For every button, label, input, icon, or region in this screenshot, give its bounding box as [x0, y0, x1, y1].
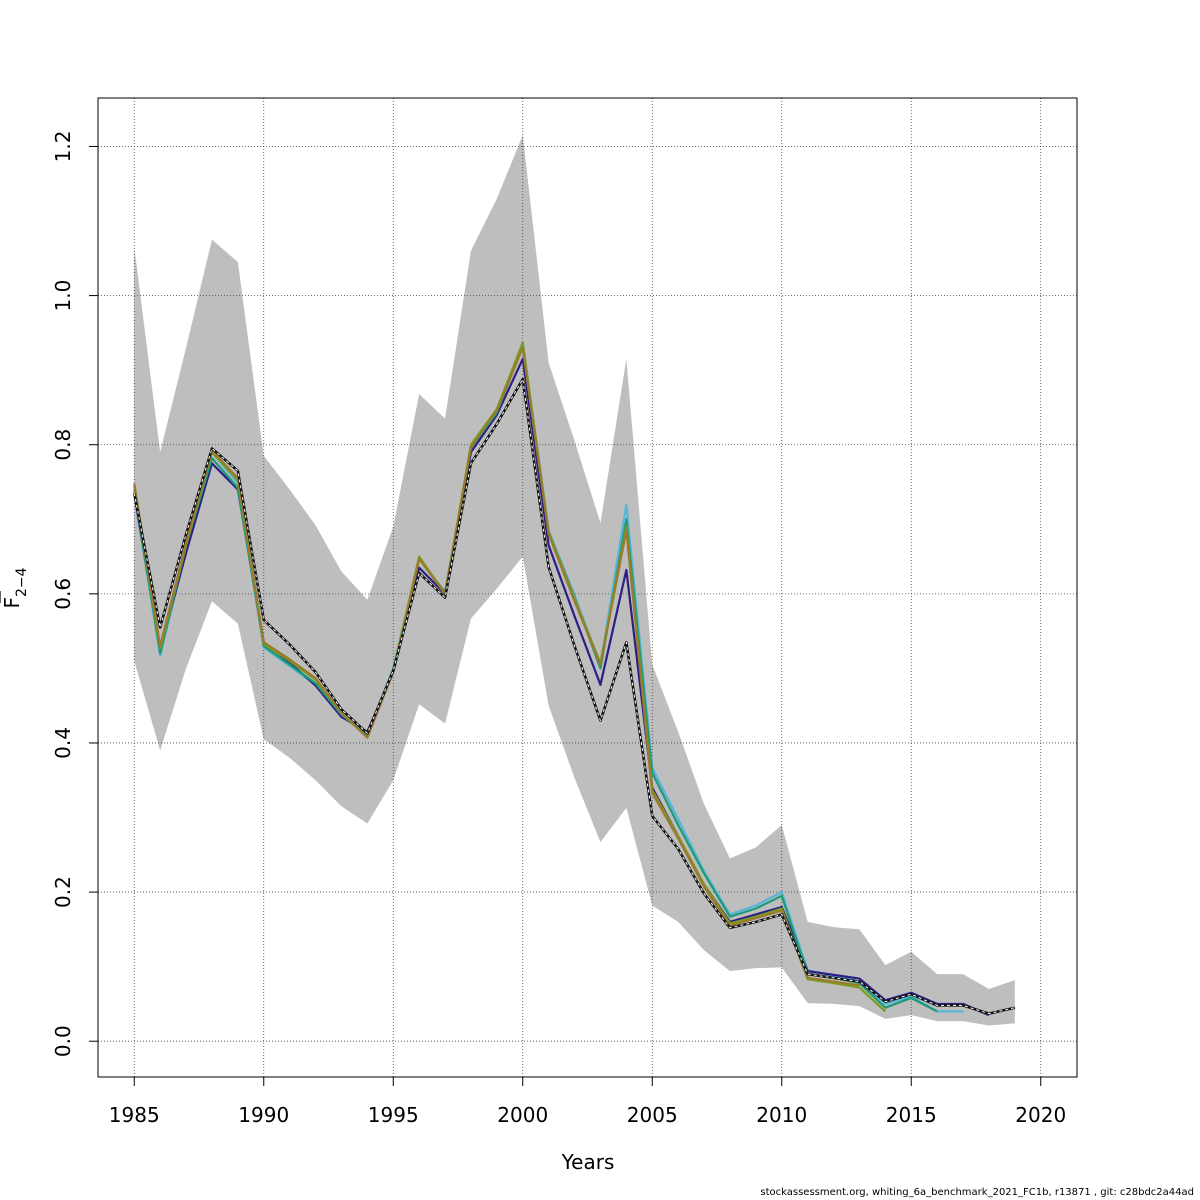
- y-axis-title-main: F: [0, 597, 24, 609]
- confidence-band-layer: [134, 135, 1015, 1026]
- y-tick-label: 0.4: [51, 727, 75, 759]
- y-tick-label: 0.0: [51, 1025, 75, 1057]
- y-tick-label: 0.8: [51, 429, 75, 461]
- x-tick-label: 2020: [1015, 1103, 1066, 1127]
- footer-caption: stockassessment.org, whiting_6a_benchmar…: [760, 1187, 1194, 1198]
- y-axis-title: F2−4: [0, 567, 30, 608]
- gridlines: [98, 98, 1077, 1077]
- y-axis: 0.0 0.2 0.4 0.6 0.8 1.0 1.2: [51, 131, 99, 1057]
- x-tick-label: 2010: [756, 1103, 807, 1127]
- x-tick-label: 1985: [109, 1103, 160, 1127]
- x-axis-title: Years: [561, 1150, 615, 1174]
- x-tick-label: 2005: [627, 1103, 678, 1127]
- x-tick-label: 1995: [368, 1103, 419, 1127]
- series-lines: [133, 341, 1016, 1017]
- x-axis: 1985 1990 1995 2000 2005 2010 2015 2020: [109, 1076, 1066, 1127]
- series-line-4: [133, 346, 860, 987]
- x-tick-label: 1990: [238, 1103, 289, 1127]
- y-tick-label: 0.6: [51, 578, 75, 610]
- x-tick-label: 2015: [886, 1103, 937, 1127]
- y-axis-title-subscript: 2−4: [14, 567, 30, 597]
- x-tick-label: 2000: [497, 1103, 548, 1127]
- y-tick-label: 1.0: [51, 280, 75, 312]
- y-tick-label: 1.2: [51, 131, 75, 163]
- y-tick-label: 0.2: [51, 876, 75, 908]
- series-line-5-dash: [133, 378, 1015, 1015]
- confidence-band: [134, 135, 1015, 1026]
